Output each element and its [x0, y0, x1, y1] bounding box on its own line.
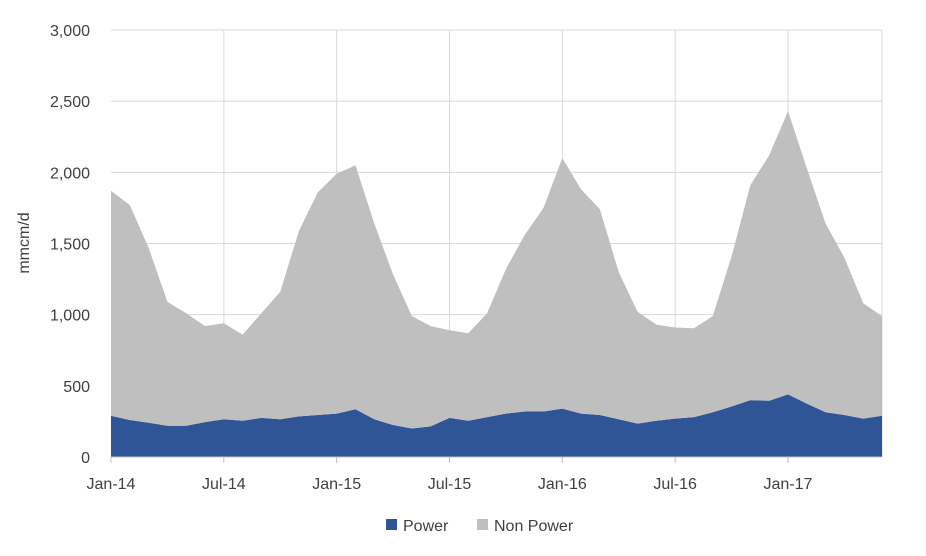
y-tick-label: 1,500 — [50, 237, 90, 254]
axes: 0 500 1,000 1,500 2,000 2,500 3,000 Jan-14 Jul-1… — [50, 23, 882, 493]
areas — [111, 111, 882, 457]
legend-label-non-power: Non Power — [494, 518, 574, 535]
x-tick-label: Jan-16 — [538, 476, 587, 493]
area-non-power — [111, 111, 882, 429]
y-tick-label: 3,000 — [50, 23, 90, 40]
y-tick-label: 2,000 — [50, 165, 90, 182]
y-tick-label: 0 — [81, 450, 90, 467]
y-axis-label: mmcm/d — [16, 212, 33, 273]
x-tick-label: Jan-15 — [312, 476, 361, 493]
legend-swatch-non-power — [477, 519, 488, 530]
x-tick-label: Jan-14 — [87, 476, 136, 493]
x-tick-label: Jul-16 — [653, 476, 697, 493]
x-tick-label: Jul-15 — [428, 476, 472, 493]
y-tick-label: 500 — [63, 379, 90, 396]
area-power — [111, 394, 882, 457]
x-tick-label: Jan-17 — [764, 476, 813, 493]
legend-label-power: Power — [403, 518, 449, 535]
legend: Power Non Power — [386, 518, 574, 535]
y-tick-label: 2,500 — [50, 94, 90, 111]
legend-swatch-power — [386, 519, 397, 530]
y-tick-label: 1,000 — [50, 308, 90, 325]
x-tick-label: Jul-14 — [202, 476, 246, 493]
